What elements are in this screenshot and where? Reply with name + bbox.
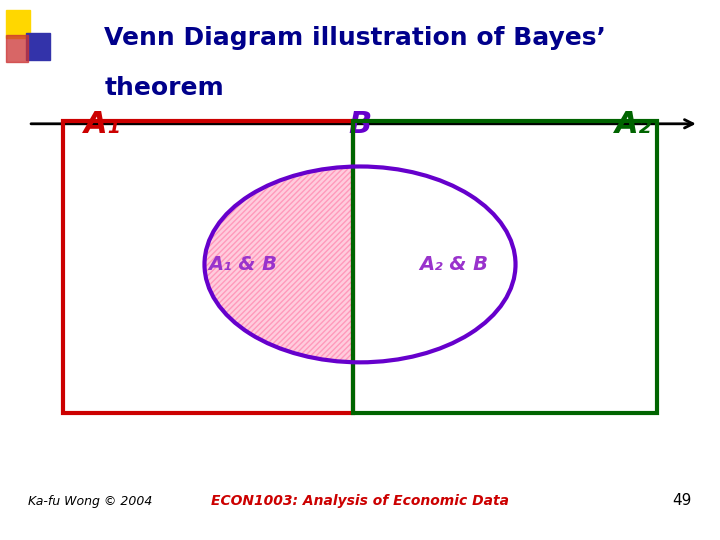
Text: 49: 49 [672, 493, 692, 508]
Text: A₂ & B: A₂ & B [419, 255, 488, 274]
Text: A₁: A₁ [84, 110, 120, 139]
Bar [26, 33, 50, 60]
Text: Ka-fu Wong © 2004: Ka-fu Wong © 2004 [28, 495, 153, 508]
Text: ECON1003: Analysis of Economic Data: ECON1003: Analysis of Economic Data [211, 494, 509, 508]
Text: B: B [348, 110, 372, 139]
Polygon shape [204, 166, 353, 362]
Bar [63, 122, 353, 413]
Text: Venn Diagram illustration of Bayes’: Venn Diagram illustration of Bayes’ [104, 26, 606, 50]
Text: A₂: A₂ [615, 110, 652, 139]
Text: theorem: theorem [104, 76, 224, 100]
Bar [6, 10, 30, 38]
Polygon shape [204, 166, 353, 362]
Bar [353, 122, 657, 413]
Text: A₁ & B: A₁ & B [208, 255, 277, 274]
Bar [6, 35, 28, 62]
